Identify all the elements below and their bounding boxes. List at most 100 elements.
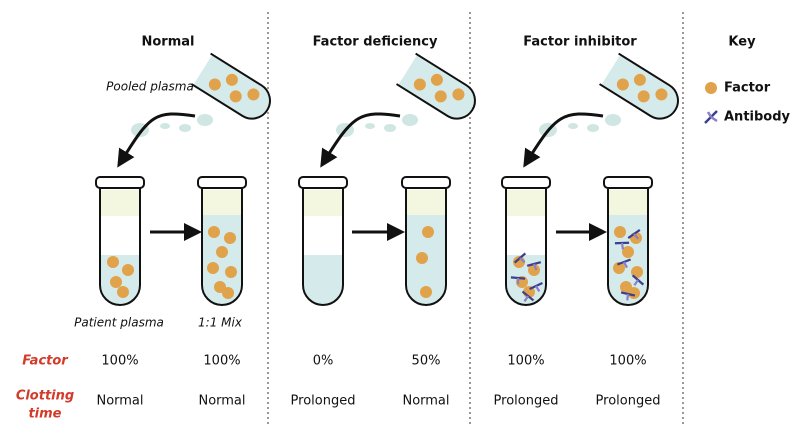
antibody-arm bbox=[516, 277, 520, 285]
tube-body bbox=[99, 188, 141, 306]
pooled-liquid bbox=[601, 54, 678, 119]
antibody-arm bbox=[626, 293, 630, 301]
test-tube bbox=[603, 176, 653, 306]
tube-top-tint bbox=[304, 190, 342, 216]
antibody bbox=[627, 229, 641, 240]
tube-top-tint bbox=[609, 190, 647, 216]
test-tube bbox=[95, 176, 145, 306]
row-value: 100% bbox=[203, 354, 240, 369]
factor bbox=[208, 78, 221, 91]
antibody-arm bbox=[519, 257, 526, 264]
antibody-arm bbox=[620, 242, 625, 250]
column-title: Factor deficiency bbox=[313, 35, 438, 50]
factor bbox=[528, 264, 540, 276]
antibody bbox=[614, 241, 630, 250]
patient-label: Patient plasma bbox=[74, 316, 164, 330]
dividers bbox=[267, 12, 684, 425]
factor bbox=[225, 73, 238, 86]
antibody bbox=[510, 276, 526, 285]
factor bbox=[616, 78, 629, 91]
factor bbox=[614, 226, 626, 238]
row-value: Prolonged bbox=[596, 394, 661, 409]
row-value: Normal bbox=[198, 394, 245, 409]
antibody bbox=[529, 282, 543, 293]
factor bbox=[122, 264, 134, 276]
row-value: 100% bbox=[101, 354, 138, 369]
factor bbox=[416, 252, 428, 264]
factor bbox=[628, 287, 640, 299]
tube-body bbox=[302, 188, 344, 306]
antibody bbox=[526, 261, 542, 271]
tube-top-tint bbox=[507, 190, 545, 216]
factor bbox=[207, 262, 219, 274]
row-label: Factor bbox=[22, 354, 69, 369]
test-tube bbox=[501, 176, 551, 306]
pooled-body bbox=[396, 52, 476, 120]
row-label: time bbox=[28, 407, 61, 422]
row-value: Prolonged bbox=[494, 394, 559, 409]
tube-body bbox=[607, 188, 649, 306]
antibody-arm bbox=[633, 279, 639, 286]
row-value: Prolonged bbox=[291, 394, 356, 409]
tube-body bbox=[201, 188, 243, 306]
pooled-body bbox=[191, 52, 271, 120]
factor bbox=[430, 73, 443, 86]
tube-top-tint bbox=[203, 190, 241, 216]
factor bbox=[224, 232, 236, 244]
antibody bbox=[521, 290, 535, 302]
factor bbox=[413, 78, 426, 91]
antibody-arm bbox=[535, 285, 541, 293]
splash bbox=[605, 114, 621, 126]
row-label: Clotting bbox=[16, 389, 74, 404]
pour-arrow bbox=[523, 112, 604, 168]
test-tube bbox=[401, 176, 451, 306]
splash bbox=[179, 124, 191, 132]
splash bbox=[365, 123, 375, 129]
factor bbox=[631, 266, 643, 278]
antibody bbox=[617, 258, 631, 269]
pooled-liquid bbox=[193, 54, 270, 119]
pooled-label: Pooled plasma bbox=[106, 80, 194, 94]
factor bbox=[107, 256, 119, 268]
pour-arrow bbox=[320, 112, 401, 168]
key-factor-icon bbox=[705, 82, 717, 94]
factor bbox=[110, 276, 122, 288]
factor bbox=[216, 246, 228, 258]
factor bbox=[117, 286, 129, 298]
column-title: Normal bbox=[142, 35, 195, 50]
pooled-body bbox=[599, 52, 679, 120]
row-value: Normal bbox=[402, 394, 449, 409]
row-value: 50% bbox=[412, 354, 441, 369]
tube-rim bbox=[197, 176, 247, 189]
splash bbox=[197, 114, 213, 126]
factor bbox=[225, 266, 237, 278]
pooled-tube bbox=[599, 52, 679, 120]
pour-arrow bbox=[117, 112, 196, 168]
factor bbox=[420, 286, 432, 298]
pooled-tube bbox=[191, 52, 271, 120]
antibody bbox=[513, 252, 527, 264]
tube-rim bbox=[401, 176, 451, 189]
tube-top-tint bbox=[101, 190, 139, 216]
antibody bbox=[631, 274, 645, 286]
key-label: Antibody bbox=[724, 110, 791, 125]
tube-rim bbox=[501, 176, 551, 189]
factor bbox=[452, 88, 465, 101]
factor bbox=[637, 90, 650, 103]
mix-label: 1:1 Mix bbox=[198, 316, 243, 330]
tube-rim bbox=[603, 176, 653, 189]
antibody bbox=[620, 291, 636, 301]
tube-body bbox=[405, 188, 447, 306]
factor bbox=[422, 226, 434, 238]
tube-rim bbox=[298, 176, 348, 189]
factor bbox=[655, 88, 668, 101]
row-value: Normal bbox=[96, 394, 143, 409]
tube-liquid bbox=[303, 255, 343, 305]
factor bbox=[247, 88, 260, 101]
splash bbox=[160, 123, 170, 129]
antibody-arm bbox=[532, 263, 538, 271]
antibody-arm bbox=[523, 295, 529, 302]
antibody-arm bbox=[633, 233, 640, 240]
test-tube bbox=[298, 176, 348, 306]
